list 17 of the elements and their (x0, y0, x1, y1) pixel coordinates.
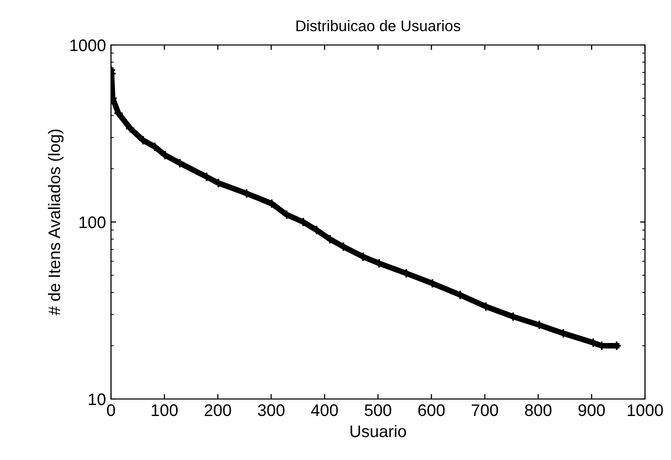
x-tick-label: 600 (418, 404, 445, 416)
y-tick-label: 100 (80, 216, 106, 228)
y-tick-label: 1000 (70, 39, 106, 52)
x-tick-label: 700 (472, 404, 498, 416)
x-axis-title: Usuario (350, 424, 406, 438)
x-tick-label: 300 (258, 404, 284, 416)
x-tick-label: 500 (364, 404, 392, 416)
x-tick-label: 900 (578, 404, 605, 416)
x-tick-label: 200 (204, 404, 232, 416)
chart-title: Distribuicao de Usuarios (296, 20, 460, 32)
x-tick-label: 400 (311, 404, 338, 416)
y-axis-title: # de Itens Avaliados (log) (48, 130, 64, 316)
y-tick-label: 10 (88, 393, 106, 406)
x-tick-label: 100 (152, 404, 178, 416)
x-tick-label: 1000 (628, 404, 663, 416)
x-tick-label: 800 (525, 404, 552, 416)
x-tick-label: 0 (107, 404, 115, 416)
